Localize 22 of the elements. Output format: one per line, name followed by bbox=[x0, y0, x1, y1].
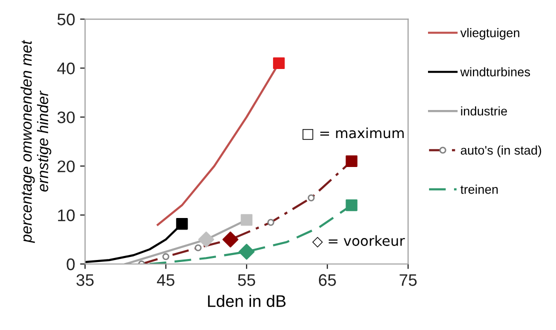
legend-label: vliegtuigen bbox=[460, 28, 520, 40]
x-tick-label: 35 bbox=[76, 274, 94, 286]
x-tick-label: 55 bbox=[238, 274, 256, 286]
x-tick-label: 45 bbox=[156, 274, 174, 286]
x-tick-label: 75 bbox=[400, 274, 417, 286]
y-tick-label: 50 bbox=[57, 14, 75, 26]
x-axis-title: Lden in dB bbox=[208, 294, 286, 308]
y-axis-title: percentage omwonenden met ernstige hinder bbox=[20, 40, 52, 244]
legend-label: treinen bbox=[460, 184, 498, 194]
x-tick-label: 65 bbox=[318, 274, 336, 286]
y-tick-label: 30 bbox=[57, 111, 75, 124]
y-tick-label: 0 bbox=[66, 258, 75, 270]
legend-label: auto's (in stad) bbox=[460, 146, 542, 158]
point bbox=[273, 57, 285, 70]
legend-label: windturbines bbox=[460, 67, 530, 76]
annotation: □ = maximum bbox=[302, 128, 404, 140]
annotation: ◇ = voorkeur bbox=[312, 235, 405, 248]
y-tick-label: 20 bbox=[58, 160, 75, 172]
legend-label: industrie bbox=[461, 106, 507, 116]
point bbox=[176, 218, 188, 230]
y-tick-label: 10 bbox=[58, 209, 75, 222]
y-tick-label: 40 bbox=[57, 62, 75, 74]
